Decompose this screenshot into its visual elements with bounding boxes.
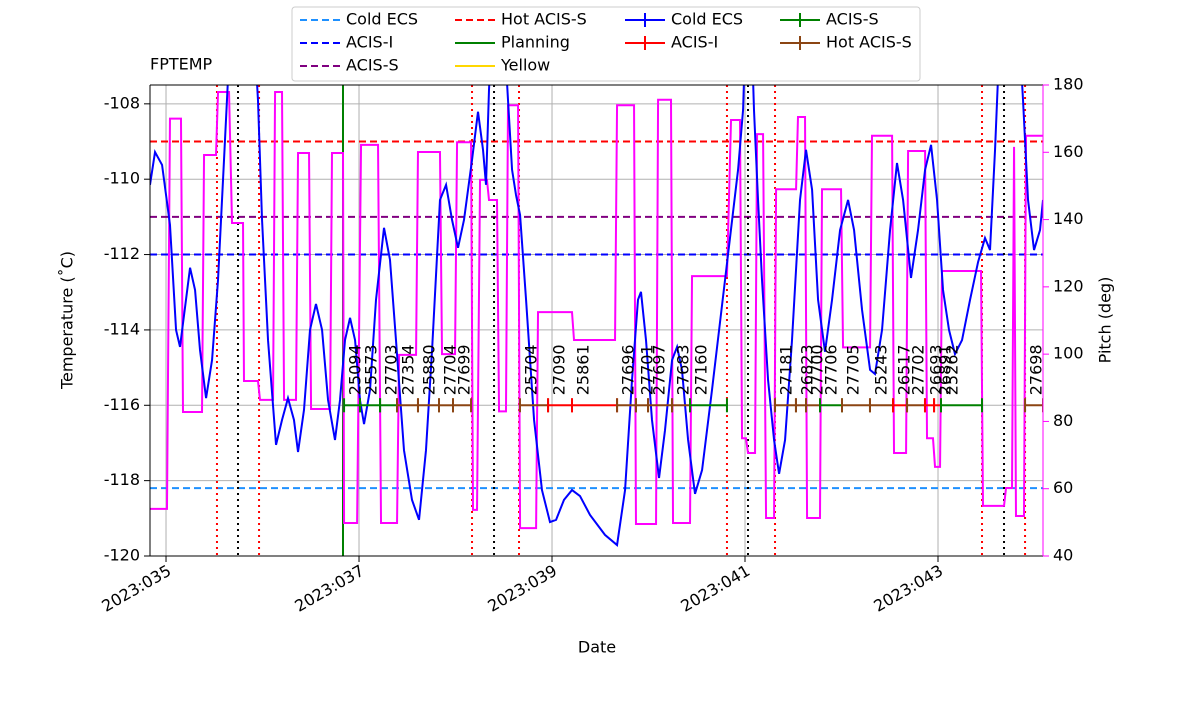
legend-box (291, 6, 921, 82)
obsid-label: 25262 (943, 344, 962, 395)
y-tick-label: -114 (104, 319, 140, 338)
obsid-label: 27696 (619, 344, 638, 395)
y2-tick-label: 140 (1053, 209, 1084, 228)
y-tick-label: -110 (104, 169, 140, 188)
y2-tick-label: 40 (1053, 546, 1073, 565)
obsid-label: 27706 (821, 344, 840, 395)
legend-label: Hot ACIS-S (826, 33, 912, 52)
obsid-label: 27702 (909, 344, 928, 395)
obsid-label: 25094 (346, 344, 365, 395)
legend-label: ACIS-I (671, 33, 718, 52)
y-tick-label: -120 (104, 546, 140, 565)
y2-tick-label: 180 (1053, 75, 1084, 94)
obsid-label: 27181 (777, 344, 796, 395)
obsid-label: 27160 (692, 344, 711, 395)
obsid-label: 25243 (871, 344, 890, 395)
obsid-label: 27704 (441, 344, 460, 395)
y2-tick-label: 60 (1053, 478, 1073, 497)
series-line (150, 85, 1043, 547)
y2-tick-label: 80 (1053, 411, 1073, 430)
obsid-label: 27683 (674, 344, 693, 395)
obsid-label: 27090 (550, 344, 569, 395)
y-tick-label: -112 (104, 244, 140, 263)
y-tick-label: -108 (104, 93, 140, 112)
y2-tick-label: 100 (1053, 344, 1084, 363)
legend-label: Cold ECS (346, 10, 418, 29)
legend-label: ACIS-S (826, 10, 879, 29)
obsid-label: 26823 (797, 344, 816, 395)
legend: Cold ECS ACIS-I ACIS-S Hot ACIS-S Planning Ye… (291, 6, 921, 82)
series-line (150, 91, 1043, 530)
obsid-label: 27700 (807, 344, 826, 395)
obsid-label: 27705 (843, 344, 862, 395)
legend-label: ACIS-S (346, 56, 399, 75)
obsid-label: 25880 (419, 344, 438, 395)
chart-title: FPTEMP (150, 55, 213, 74)
obsid-label: 26517 (895, 344, 914, 395)
y-tick-label: -116 (104, 395, 140, 414)
obsid-label: 27703 (382, 344, 401, 395)
legend-label: Cold ECS (671, 10, 743, 29)
obsid-label: 26891 (936, 344, 955, 395)
y-axis-label: Temperature (˚C) (58, 251, 77, 390)
y2-tick-label: 160 (1053, 142, 1084, 161)
obsid-label: 26693 (926, 344, 945, 395)
obsid-label: 27699 (455, 344, 474, 395)
obsid-label: 27354 (399, 344, 418, 395)
obsid-label: 25573 (361, 344, 380, 395)
legend-label: Hot ACIS-S (501, 10, 587, 29)
x-axis-label: Date (578, 638, 616, 657)
legend-label: Planning (501, 33, 570, 52)
legend-label: ACIS-I (346, 33, 393, 52)
obsid-label: 27698 (1027, 344, 1046, 395)
y-tick-label: -118 (104, 470, 140, 489)
obsid-label: 25861 (573, 344, 592, 395)
y2-tick-label: 120 (1053, 276, 1084, 295)
y2-axis-label: Pitch (deg) (1096, 277, 1115, 364)
obsid-label: 25704 (521, 344, 540, 395)
obsid-label: 27701 (637, 344, 656, 395)
obsid-label: 27697 (650, 344, 669, 395)
legend-label: Yellow (500, 56, 550, 75)
